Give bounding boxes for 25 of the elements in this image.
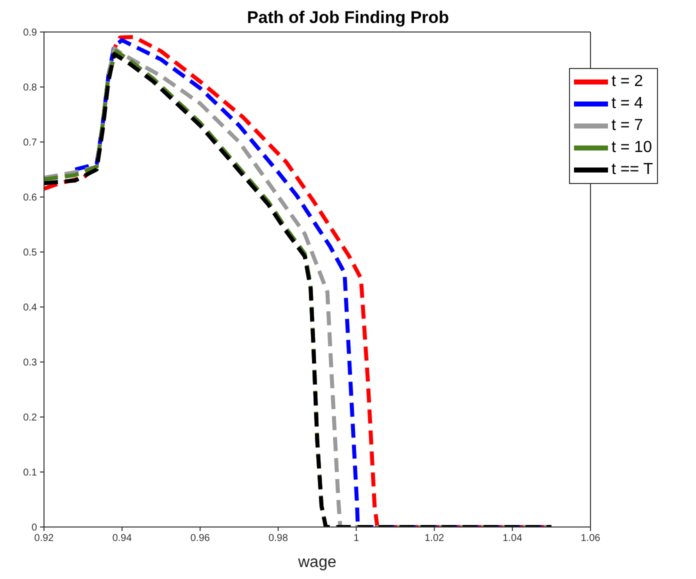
x-tick-label: 1.04 [502, 533, 523, 544]
chart-title: Path of Job Finding Prob [246, 8, 450, 28]
legend-label: t = 2 [611, 73, 644, 91]
y-tick-label: 0.5 [23, 248, 38, 259]
x-tick-label: 1.02 [424, 533, 445, 544]
y-tick-label: 0.1 [23, 468, 38, 479]
x-tick-label: 1 [353, 533, 360, 544]
x-tick-label: 0.92 [34, 533, 54, 544]
x-tick-label: 0.96 [190, 533, 210, 544]
y-tick-label: 0.3 [23, 358, 38, 369]
x-tick-label: 1.06 [580, 533, 601, 544]
y-tick-label: 0.9 [23, 28, 38, 39]
legend-label: t = 10 [611, 139, 652, 157]
y-tick-label: 0.6 [23, 192, 38, 204]
x-tick-label: 0.94 [112, 533, 132, 544]
x-axis-title: wage [297, 554, 336, 571]
legend-label: t = 4 [611, 95, 644, 113]
y-tick-label: 0 [31, 522, 38, 534]
y-tick-label: 0.8 [23, 82, 38, 94]
legend-label: t = 7 [611, 117, 644, 135]
y-tick-label: 0.4 [23, 302, 38, 314]
y-tick-label: 0.2 [23, 412, 38, 424]
legend-label: t == T [611, 161, 653, 179]
x-tick-label: 0.98 [268, 533, 288, 544]
y-tick-label: 0.7 [23, 138, 38, 149]
